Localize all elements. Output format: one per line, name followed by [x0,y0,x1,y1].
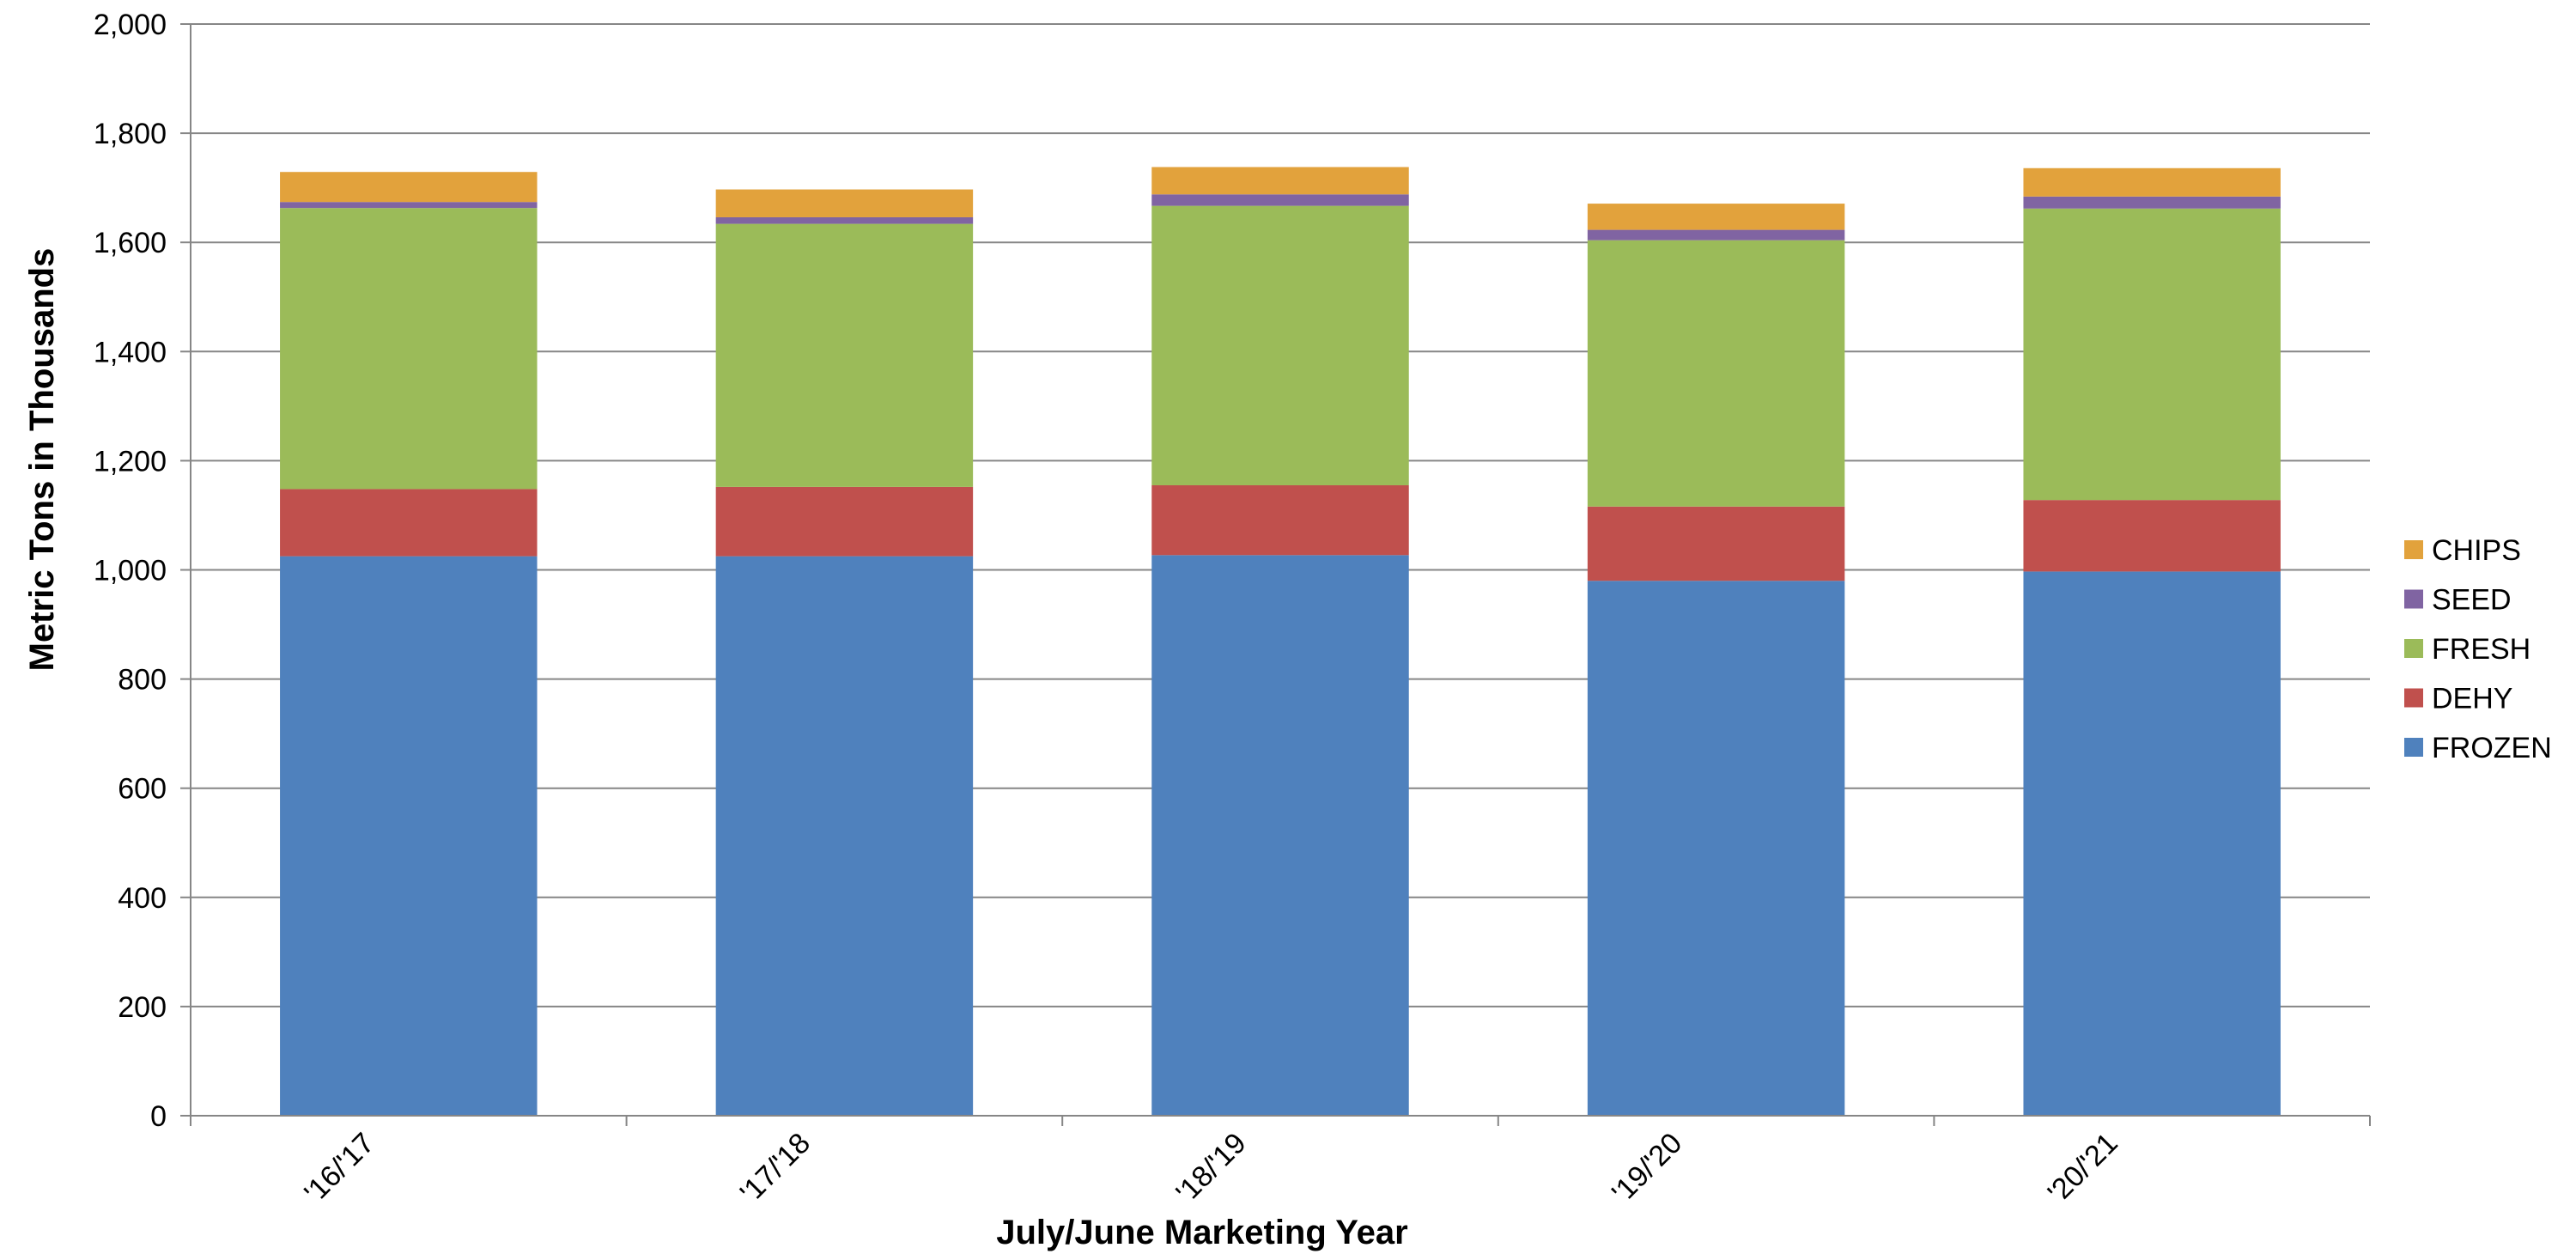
y-tick-label: 800 [118,664,167,697]
x-tick-label: '19/'20 [1606,1127,1688,1209]
bar-chips-0 [280,172,538,203]
y-tick-label: 1,600 [94,227,167,259]
bar-frozen-2 [1151,555,1409,1116]
bar-frozen-1 [715,556,974,1116]
y-tick-label: 0 [150,1100,167,1133]
bar-seed-0 [280,202,538,209]
bar-dehy-3 [1587,506,1845,581]
x-tick-labels: '16/'17 '17/'18 '18/'19 '19/'20 '20/'21 [298,1127,2124,1209]
legend-swatch-dehy [2404,688,2423,708]
bar-fresh-0 [280,208,538,490]
legend-swatch-chips [2404,540,2423,559]
legend-label-fresh: FRESH [2432,633,2530,666]
y-axis-title: Metric Tons in Thousands [23,248,61,672]
y-tick-label: 600 [118,773,167,806]
bar-fresh-3 [1587,240,1845,507]
legend: CHIPS SEED FRESH DEHY FROZEN [2404,534,2552,764]
bar-chips-1 [715,189,974,217]
bars [280,167,2281,1116]
bar-chips-2 [1151,167,1409,195]
bar-seed-1 [715,216,974,224]
legend-swatch-frozen [2404,738,2423,757]
bar-dehy-2 [1151,484,1409,556]
bar-frozen-3 [1587,581,1845,1116]
x-axis-title: July/June Marketing Year [996,1214,1407,1251]
bar-chips-3 [1587,204,1845,230]
legend-label-seed: SEED [2432,584,2512,617]
bar-frozen-0 [280,556,538,1116]
y-tick-labels: 0 200 400 600 800 1,000 1,200 1,400 1,600 1,800 2,… [94,9,167,1133]
y-tick-label: 1,000 [94,555,167,587]
bar-dehy-1 [715,486,974,557]
bar-fresh-2 [1151,205,1409,485]
legend-label-dehy: DEHY [2432,683,2512,715]
y-tick-label: 200 [118,991,167,1024]
axes [190,24,2371,1126]
x-tick-label: '17/'18 [734,1127,817,1209]
y-tick-label: 1,800 [94,118,167,150]
x-tick-label: '16/'17 [298,1127,380,1209]
bar-seed-4 [2023,196,2281,209]
legend-label-chips: CHIPS [2432,534,2521,567]
x-tick-label: '18/'19 [1170,1127,1252,1209]
bar-fresh-4 [2023,208,2281,501]
bar-fresh-1 [715,223,974,487]
y-tick-label: 1,200 [94,445,167,478]
legend-swatch-fresh [2404,639,2423,658]
y-tick-label: 1,400 [94,336,167,368]
bar-dehy-0 [280,489,538,557]
bar-chips-4 [2023,167,2281,197]
y-tick-label: 400 [118,882,167,915]
bar-seed-2 [1151,194,1409,206]
bar-seed-3 [1587,229,1845,240]
legend-label-frozen: FROZEN [2432,732,2552,764]
bar-dehy-4 [2023,500,2281,572]
x-tick-label: '20/'21 [2042,1127,2124,1209]
bar-frozen-4 [2023,571,2281,1116]
y-tick-label: 2,000 [94,9,167,41]
legend-swatch-seed [2404,589,2423,609]
